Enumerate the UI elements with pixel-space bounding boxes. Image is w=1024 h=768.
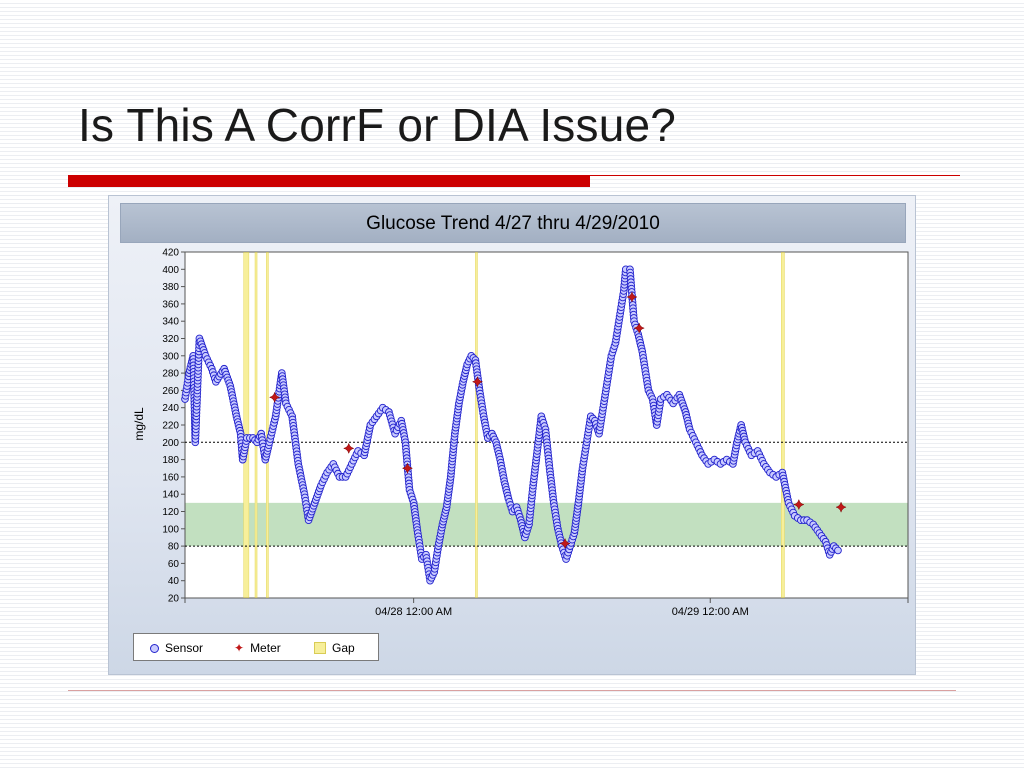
legend-label-sensor: Sensor bbox=[165, 641, 204, 655]
y-tick-label: 60 bbox=[168, 559, 180, 570]
gap-bar bbox=[266, 252, 269, 598]
y-tick-label: 100 bbox=[162, 524, 179, 535]
meter-marker-icon: ✦ bbox=[234, 641, 245, 655]
y-tick-label: 220 bbox=[162, 421, 179, 432]
y-tick-label: 160 bbox=[162, 472, 179, 483]
chart-header: Glucose Trend 4/27 thru 4/29/2010 bbox=[120, 203, 906, 243]
legend-item-gap: Gap bbox=[314, 641, 355, 655]
gap-bar bbox=[475, 252, 478, 598]
y-tick-label: 340 bbox=[162, 317, 179, 328]
meter-point bbox=[343, 443, 354, 454]
y-tick-label: 40 bbox=[168, 576, 180, 587]
gap-marker-icon bbox=[314, 642, 326, 654]
y-tick-label: 200 bbox=[162, 438, 179, 449]
x-tick-label: 04/29 12:00 AM bbox=[672, 606, 749, 618]
y-tick-label: 260 bbox=[162, 386, 179, 397]
y-tick-label: 360 bbox=[162, 299, 179, 310]
y-tick-label: 120 bbox=[162, 507, 179, 518]
meter-point bbox=[793, 499, 804, 510]
meter-point bbox=[559, 538, 571, 549]
chart-legend: Sensor ✦ Meter Gap bbox=[133, 633, 379, 661]
meter-point bbox=[835, 502, 847, 513]
legend-label-gap: Gap bbox=[332, 641, 355, 655]
glucose-plot: 20 40 60 80 100 120 140 160 180 200 220 240 260 280 30… bbox=[132, 248, 909, 618]
legend-label-meter: Meter bbox=[250, 641, 281, 655]
gap-bar bbox=[254, 252, 258, 598]
title-underline-thin bbox=[590, 175, 960, 176]
y-tick-label: 20 bbox=[168, 594, 180, 605]
sensor-point bbox=[834, 546, 842, 555]
chart-panel: Glucose Trend 4/27 thru 4/29/2010 20 40 60… bbox=[108, 195, 916, 675]
slide-title: Is This A CorrF or DIA Issue? bbox=[78, 99, 677, 151]
y-tick-label: 420 bbox=[162, 248, 179, 259]
y-tick-label: 180 bbox=[162, 455, 179, 466]
meter-point bbox=[269, 392, 280, 403]
y-tick-label: 380 bbox=[162, 282, 179, 293]
gap-bar bbox=[243, 252, 250, 598]
target-range-band bbox=[185, 502, 908, 547]
y-tick-label: 400 bbox=[162, 265, 179, 276]
meter-point bbox=[634, 323, 645, 334]
y-tick-label: 140 bbox=[162, 490, 179, 501]
meter-point bbox=[472, 376, 483, 387]
legend-item-sensor: Sensor bbox=[150, 641, 203, 655]
y-tick-label: 280 bbox=[162, 369, 179, 380]
meter-point bbox=[402, 463, 413, 474]
y-tick-label: 240 bbox=[162, 403, 179, 414]
footer-rule bbox=[68, 690, 956, 691]
x-tick-label: 04/28 12:00 AM bbox=[375, 606, 452, 618]
y-tick-label: 320 bbox=[162, 334, 179, 345]
y-tick-label: 300 bbox=[162, 351, 179, 362]
gap-bar bbox=[781, 252, 785, 598]
y-axis-label: mg/dL bbox=[132, 407, 146, 441]
title-underline-thick bbox=[68, 175, 590, 187]
chart-title: Glucose Trend 4/27 thru 4/29/2010 bbox=[366, 213, 660, 234]
meter-point bbox=[626, 291, 638, 303]
legend-item-meter: ✦ Meter bbox=[234, 641, 281, 655]
y-tick-label: 80 bbox=[168, 542, 180, 553]
sensor-marker-icon bbox=[150, 643, 159, 653]
